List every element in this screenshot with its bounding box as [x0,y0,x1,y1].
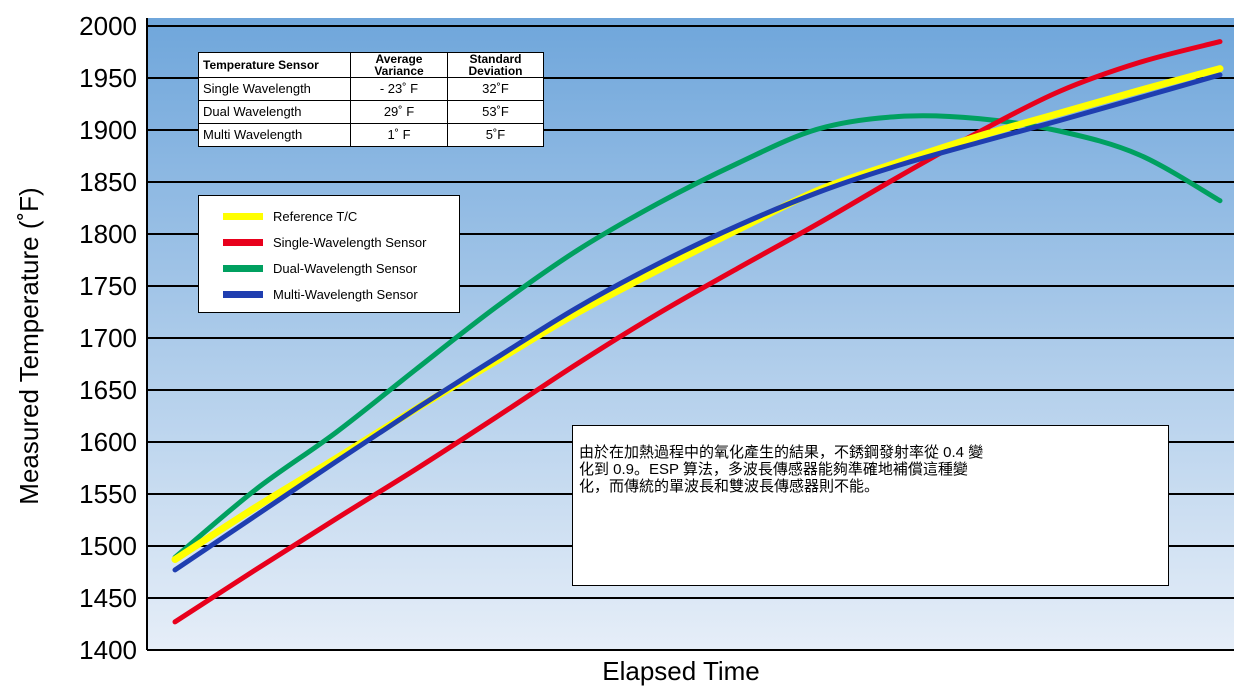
legend: Reference T/C Single-Wavelength Sensor D… [198,195,460,313]
legend-swatch [223,290,263,298]
stats-cell-variance: 1˚ F [350,123,448,147]
stats-table-row: Dual Wavelength 29˚ F 53˚F [198,100,544,124]
stats-header-variance: Average Variance [350,52,448,78]
y-tick-label: 1700 [79,323,137,353]
y-tick-labels: 1400 1450 1500 1550 1600 1650 1700 1750 1800 1850… [79,11,137,665]
y-tick-label: 1600 [79,427,137,457]
series-line-dual-wavelength-sensor [172,113,1223,560]
stats-table-row: Multi Wavelength 1˚ F 5˚F [198,123,544,147]
legend-item-single: Single-Wavelength Sensor [223,233,426,251]
note-box: 由於在加熱過程中的氧化產生的結果，不銹鋼發射率從 0.4 變 化到 0.9。ES… [572,425,1169,586]
stats-cell-stddev: 53˚F [447,100,544,124]
stats-table-header-row: Temperature Sensor Average Variance Stan… [198,52,544,78]
y-tick-label: 1550 [79,479,137,509]
y-axis-title: Measured Temperature (˚F) [14,187,44,504]
legend-label: Reference T/C [273,208,358,224]
y-tick-label: 1650 [79,375,137,405]
x-axis-title: Elapsed Time [602,656,760,686]
legend-label: Single-Wavelength Sensor [273,234,427,250]
note-line: 化，而傳統的單波長和雙波長傳感器則不能。 [579,478,880,495]
y-tick-label: 1450 [79,583,137,613]
y-tick-label: 1800 [79,219,137,249]
legend-swatch [223,264,263,272]
stats-cell-sensor: Single Wavelength [198,77,351,101]
y-tick-label: 1500 [79,531,137,561]
y-tick-label: 1850 [79,167,137,197]
note-line: 化到 0.9。ESP 算法，多波長傳感器能夠準確地補償這種變 [579,461,968,478]
legend-label: Multi-Wavelength Sensor [273,286,418,302]
legend-item-dual: Dual-Wavelength Sensor [223,259,417,277]
stats-cell-sensor: Dual Wavelength [198,100,351,124]
stats-cell-variance: 29˚ F [350,100,448,124]
stats-cell-stddev: 5˚F [447,123,544,147]
stats-cell-stddev: 32˚F [447,77,544,101]
stats-header-stddev: Standard Deviation [447,52,544,78]
legend-item-reference: Reference T/C [223,207,357,225]
series-line-single-wavelength-sensor [172,39,1223,625]
series-line-multi-wavelength-sensor [172,72,1223,573]
y-tick-label: 1750 [79,271,137,301]
stats-header-sensor: Temperature Sensor [198,52,351,78]
stats-table-row: Single Wavelength - 23˚ F 32˚F [198,77,544,101]
stats-cell-sensor: Multi Wavelength [198,123,351,147]
y-tick-label: 1400 [79,635,137,665]
legend-label: Dual-Wavelength Sensor [273,260,418,276]
y-tick-label: 1900 [79,115,137,145]
legend-item-multi: Multi-Wavelength Sensor [223,285,418,303]
stats-table: Temperature Sensor Average Variance Stan… [198,52,544,147]
legend-swatch [223,238,263,246]
y-tick-label: 2000 [79,11,137,41]
note-line: 由於在加熱過程中的氧化產生的結果，不銹鋼發射率從 0.4 變 [579,444,984,461]
series-lines [171,39,1224,625]
stats-cell-variance: - 23˚ F [350,77,448,101]
y-tick-label: 1950 [79,63,137,93]
legend-swatch [223,212,263,220]
